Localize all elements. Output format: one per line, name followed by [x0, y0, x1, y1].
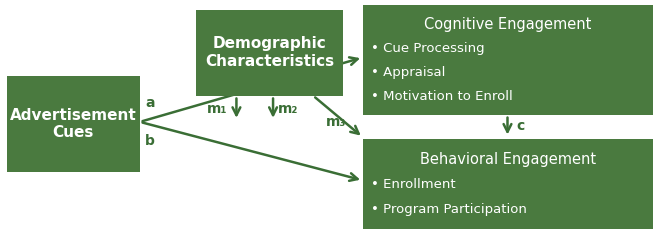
Text: c: c — [517, 119, 525, 133]
Text: Advertisement
Cues: Advertisement Cues — [10, 108, 137, 141]
Text: m₂: m₂ — [278, 102, 298, 116]
Text: • Program Participation: • Program Participation — [371, 203, 527, 216]
Text: Behavioral Engagement: Behavioral Engagement — [420, 152, 596, 167]
Text: m₁: m₁ — [207, 102, 227, 116]
Text: • Appraisal: • Appraisal — [371, 66, 446, 79]
Text: • Cue Processing: • Cue Processing — [371, 43, 485, 55]
Text: a: a — [145, 96, 155, 110]
Text: b: b — [145, 134, 155, 148]
Text: Demographic
Characteristics: Demographic Characteristics — [205, 36, 334, 69]
Text: • Enrollment: • Enrollment — [371, 178, 456, 190]
FancyBboxPatch shape — [363, 139, 653, 229]
Text: • Motivation to Enroll: • Motivation to Enroll — [371, 90, 513, 103]
FancyBboxPatch shape — [196, 10, 343, 96]
FancyBboxPatch shape — [363, 5, 653, 115]
Text: m₃: m₃ — [326, 115, 346, 129]
FancyBboxPatch shape — [7, 76, 140, 172]
Text: Cognitive Engagement: Cognitive Engagement — [424, 17, 591, 32]
